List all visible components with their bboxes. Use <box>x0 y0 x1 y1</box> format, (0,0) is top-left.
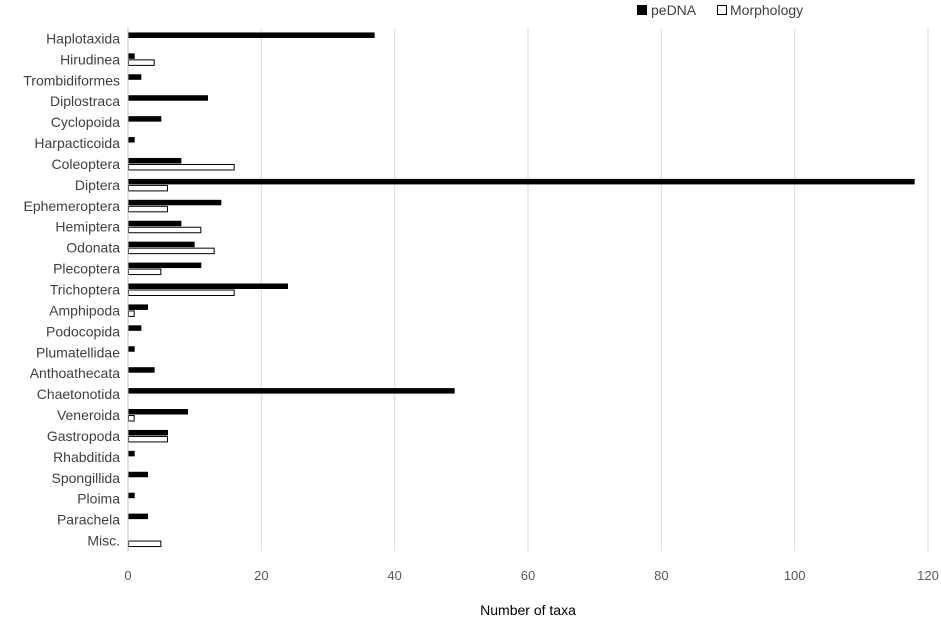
category-label: Diptera <box>75 177 120 193</box>
category-label: Trombidiformes <box>23 72 120 88</box>
category-label: Plumatellidae <box>36 344 120 360</box>
bar-pedna <box>128 53 135 59</box>
bar-pedna <box>128 429 168 436</box>
bar-morphology <box>128 184 168 192</box>
category-label: Gastropoda <box>47 428 120 444</box>
category-label: Spongillida <box>52 470 121 486</box>
category-label: Coleoptera <box>52 156 121 172</box>
bar-pedna <box>128 137 135 143</box>
category-label: Podocopida <box>46 323 120 339</box>
bar-pedna <box>128 471 148 478</box>
bar-morphology <box>128 59 155 66</box>
bar-morphology <box>128 205 168 213</box>
category-label: Haplotaxida <box>46 30 120 46</box>
bar-morphology <box>128 310 135 317</box>
bar-morphology <box>128 415 135 422</box>
x-tick-label: 20 <box>254 568 268 583</box>
bar-pedna <box>128 157 182 164</box>
bar-pedna <box>128 409 188 415</box>
category-label: Veneroida <box>57 407 120 423</box>
bar-pedna <box>128 32 375 38</box>
bars <box>128 32 915 548</box>
category-label: Parachela <box>57 512 120 528</box>
x-tick-label: 100 <box>784 568 806 583</box>
category-label: Anthoathecata <box>30 365 121 381</box>
x-tick-label: 120 <box>917 568 939 583</box>
legend-swatch-morphology <box>717 5 727 15</box>
category-label: Rhabditida <box>53 449 120 465</box>
x-axis-tick-labels: 0 20 40 60 80 100 120 <box>124 568 938 583</box>
bar-pedna <box>128 74 142 80</box>
x-tick-label: 40 <box>387 568 401 583</box>
bar-pedna <box>128 325 142 331</box>
bar-morphology <box>128 268 162 276</box>
gridlines <box>260 28 929 551</box>
legend-label-morphology: Morphology <box>730 2 803 18</box>
legend-swatch-pedna <box>637 5 647 15</box>
bar-morphology <box>128 540 162 548</box>
bar-pedna <box>128 388 455 394</box>
category-label: Diplostraca <box>50 93 120 109</box>
bar-pedna <box>128 220 182 227</box>
category-label: Ephemeroptera <box>23 198 120 214</box>
bar-morphology <box>128 289 235 296</box>
x-tick-label: 60 <box>521 568 535 583</box>
legend: peDNA Morphology <box>637 2 803 18</box>
bar-pedna <box>128 513 148 520</box>
category-label: Hirudinea <box>60 51 120 67</box>
bar-pedna <box>128 304 148 310</box>
category-label: Trichoptera <box>50 282 121 298</box>
x-tick-label: 80 <box>654 568 668 583</box>
bar-pedna <box>128 492 135 499</box>
category-label: Ploima <box>77 491 120 507</box>
bar-morphology <box>128 435 168 443</box>
bar-morphology <box>128 247 215 255</box>
x-tick-label: 0 <box>124 568 131 583</box>
category-label: Chaetonotida <box>37 386 121 402</box>
category-label: Cyclopoida <box>51 114 120 130</box>
category-label: Harpacticoida <box>34 135 120 151</box>
bar-pedna <box>128 283 288 289</box>
bar-pedna <box>128 346 135 352</box>
bar-pedna <box>128 262 202 269</box>
bar-morphology <box>128 163 235 171</box>
x-axis-title: Number of taxa <box>480 602 576 618</box>
bar-pedna <box>128 95 208 101</box>
bar-pedna <box>128 367 155 373</box>
bar-pedna <box>128 116 162 122</box>
category-label: Hemiptera <box>55 219 120 235</box>
category-labels: Haplotaxida Hirudinea Trombidiformes Diplos… <box>23 30 120 548</box>
category-label: Amphipoda <box>49 302 120 318</box>
bar-morphology <box>128 226 202 234</box>
bar-pedna <box>128 199 222 206</box>
legend-label-pedna: peDNA <box>651 2 697 18</box>
category-label: Odonata <box>66 240 120 256</box>
bar-pedna <box>128 241 195 248</box>
category-label: Plecoptera <box>53 261 120 277</box>
category-label: Misc. <box>87 533 120 549</box>
bar-pedna <box>128 450 135 457</box>
bar-pedna <box>128 178 915 185</box>
